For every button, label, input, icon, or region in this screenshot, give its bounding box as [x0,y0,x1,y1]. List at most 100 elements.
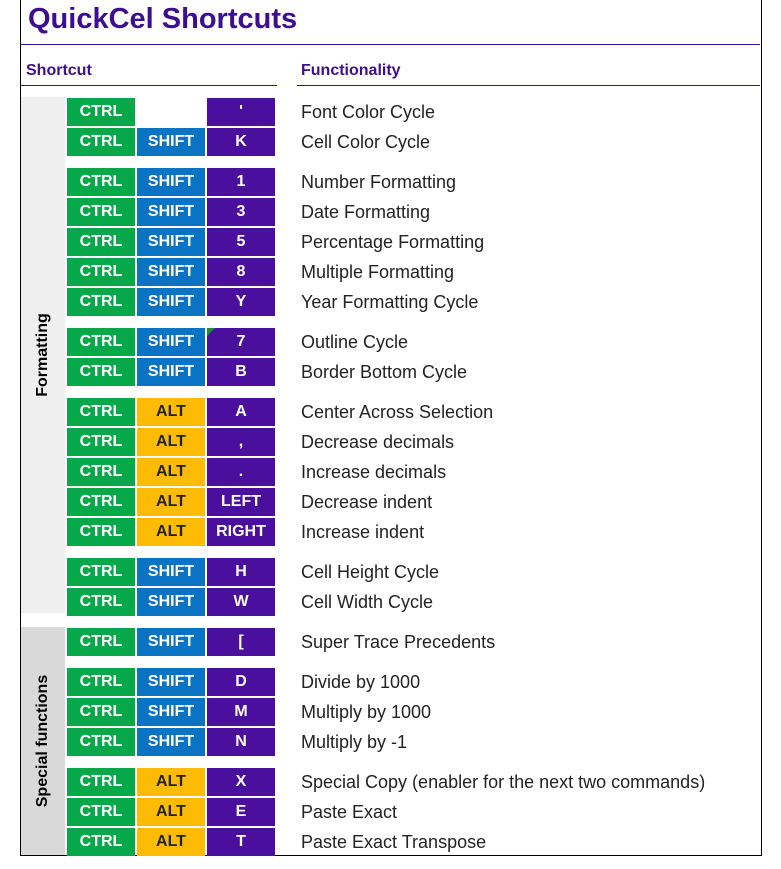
function-description: Cell Width Cycle [301,592,434,612]
function-description: Paste Exact Transpose [301,832,487,852]
section-label-formatting: Formatting [34,313,51,397]
ctrl-key: CTRL [67,398,135,426]
main-key: X [207,768,275,796]
ctrl-key: CTRL [67,258,135,286]
ctrl-key: CTRL [67,198,135,226]
empty-modifier-cell [137,98,205,126]
function-description: Cell Height Cycle [301,562,440,582]
title-divider [20,44,760,45]
ctrl-key: CTRL [67,698,135,726]
header-shortcut-underline [21,85,277,86]
main-key: , [207,428,275,456]
shift-key: SHIFT [137,588,205,616]
main-key: 8 [207,258,275,286]
shift-key: SHIFT [137,558,205,586]
main-key: LEFT [207,488,275,516]
function-description: Decrease indent [301,492,433,512]
alt-key: ALT [137,518,205,546]
main-key: Y [207,288,275,316]
ctrl-key: CTRL [67,288,135,316]
shift-key: SHIFT [137,198,205,226]
shift-key: SHIFT [137,358,205,386]
ctrl-key: CTRL [67,328,135,356]
shift-key: SHIFT [137,168,205,196]
ctrl-key: CTRL [67,558,135,586]
main-key: D [207,668,275,696]
function-description: Multiply by 1000 [301,702,432,722]
main-key: B [207,358,275,386]
main-key: ' [207,98,275,126]
ctrl-key: CTRL [67,728,135,756]
main-key: T [207,828,275,856]
shift-key: SHIFT [137,668,205,696]
function-description: Multiply by -1 [301,732,408,752]
function-description: Center Across Selection [301,402,494,422]
shift-key: SHIFT [137,328,205,356]
ctrl-key: CTRL [67,458,135,486]
main-key: 1 [207,168,275,196]
main-key: RIGHT [207,518,275,546]
main-key: E [207,798,275,826]
function-description: Divide by 1000 [301,672,421,692]
alt-key: ALT [137,398,205,426]
ctrl-key: CTRL [67,168,135,196]
ctrl-key: CTRL [67,488,135,516]
section-formatting: Formatting [21,97,65,613]
function-description: Date Formatting [301,202,431,222]
alt-key: ALT [137,828,205,856]
main-key: 5 [207,228,275,256]
ctrl-key: CTRL [67,518,135,546]
ctrl-key: CTRL [67,798,135,826]
function-description: Super Trace Precedents [301,632,496,652]
header-shortcut: Shortcut [26,62,92,79]
ctrl-key: CTRL [67,228,135,256]
shift-key: SHIFT [137,628,205,656]
function-description: Multiple Formatting [301,262,455,282]
main-key: [ [207,628,275,656]
main-key: M [207,698,275,726]
function-description: Increase indent [301,522,425,542]
ctrl-key: CTRL [67,768,135,796]
ctrl-key: CTRL [67,98,135,126]
function-description: Cell Color Cycle [301,132,431,152]
shift-key: SHIFT [137,128,205,156]
alt-key: ALT [137,428,205,456]
shift-key: SHIFT [137,698,205,726]
main-key: W [207,588,275,616]
shift-key: SHIFT [137,288,205,316]
alt-key: ALT [137,798,205,826]
ctrl-key: CTRL [67,128,135,156]
function-description: Decrease decimals [301,432,455,452]
ctrl-key: CTRL [67,588,135,616]
main-key: K [207,128,275,156]
main-key: 3 [207,198,275,226]
alt-key: ALT [137,768,205,796]
main-key: A [207,398,275,426]
page-title: QuickCel Shortcuts [28,3,298,35]
ctrl-key: CTRL [67,668,135,696]
ctrl-key: CTRL [67,628,135,656]
main-key: 7 [207,328,275,356]
shift-key: SHIFT [137,258,205,286]
main-key: . [207,458,275,486]
ctrl-key: CTRL [67,358,135,386]
alt-key: ALT [137,488,205,516]
section-special-functions: Special functions [21,627,65,855]
function-description: Increase decimals [301,462,447,482]
alt-key: ALT [137,458,205,486]
header-functionality: Functionality [301,62,401,79]
function-description: Number Formatting [301,172,457,192]
main-key: N [207,728,275,756]
function-description: Border Bottom Cycle [301,362,468,382]
function-description: Year Formatting Cycle [301,292,479,312]
function-description: Percentage Formatting [301,232,485,252]
shift-key: SHIFT [137,228,205,256]
ctrl-key: CTRL [67,828,135,856]
section-label-special-functions: Special functions [34,674,51,808]
main-key: H [207,558,275,586]
function-description: Outline Cycle [301,332,409,352]
shift-key: SHIFT [137,728,205,756]
function-description: Paste Exact [301,802,398,822]
sheet-frame [20,0,762,856]
function-description: Font Color Cycle [301,102,436,122]
